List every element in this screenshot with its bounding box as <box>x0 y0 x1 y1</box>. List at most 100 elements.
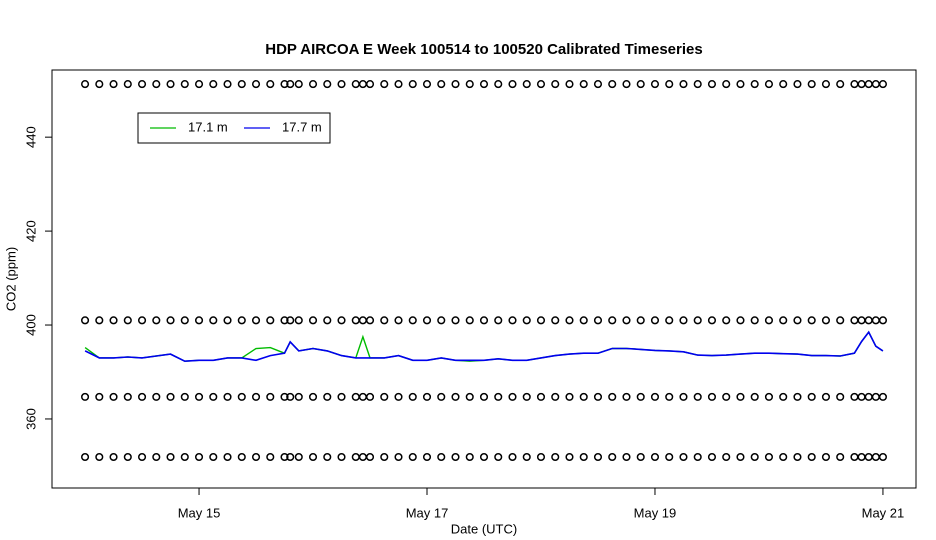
reference-point <box>337 392 346 401</box>
reference-point <box>180 316 189 325</box>
reference-point <box>109 316 118 325</box>
reference-point <box>722 80 731 89</box>
reference-point <box>878 392 887 401</box>
y-tick-label: 400 <box>23 314 38 336</box>
reference-point <box>180 80 189 89</box>
reference-point <box>878 452 887 462</box>
reference-point <box>722 452 731 462</box>
reference-point <box>123 392 132 401</box>
reference-point <box>565 80 574 89</box>
reference-point <box>536 452 546 462</box>
reference-point <box>736 392 745 401</box>
reference-point <box>722 316 731 325</box>
reference-point <box>152 316 161 325</box>
reference-point <box>394 452 403 462</box>
reference-point <box>779 452 788 462</box>
reference-point <box>286 392 295 401</box>
y-tick-label: 360 <box>23 408 38 430</box>
reference-point <box>622 316 631 325</box>
reference-point <box>707 80 717 89</box>
reference-point <box>286 80 295 89</box>
reference-point <box>608 316 617 325</box>
reference-point <box>308 392 318 401</box>
reference-point <box>650 392 660 401</box>
reference-point <box>736 80 745 89</box>
reference-point <box>764 316 774 325</box>
reference-point <box>722 392 731 401</box>
reference-point <box>593 316 603 325</box>
reference-point <box>365 80 375 89</box>
y-tick-label: 440 <box>23 126 38 148</box>
reference-point <box>636 452 645 462</box>
reference-point <box>622 392 631 401</box>
reference-point <box>365 316 375 325</box>
reference-point <box>451 452 460 462</box>
reference-point <box>166 80 175 89</box>
reference-point <box>636 80 645 89</box>
reference-point <box>81 392 90 401</box>
reference-point <box>209 452 218 462</box>
x-tick-label: May 17 <box>406 505 449 520</box>
reference-point <box>878 80 887 89</box>
reference-point <box>565 392 574 401</box>
reference-point <box>280 452 289 462</box>
reference-point <box>81 316 90 325</box>
reference-point <box>437 452 446 462</box>
reference-point <box>323 80 332 89</box>
reference-point <box>237 316 246 325</box>
reference-point <box>451 80 460 89</box>
reference-point <box>451 316 460 325</box>
reference-point <box>494 392 503 401</box>
reference-point <box>251 392 261 401</box>
reference-point <box>494 316 503 325</box>
reference-point <box>764 392 774 401</box>
reference-point <box>750 80 759 89</box>
reference-point <box>308 452 318 462</box>
reference-point <box>394 392 403 401</box>
reference-point <box>280 80 289 89</box>
reference-point <box>736 452 745 462</box>
reference-point <box>764 452 774 462</box>
reference-point <box>508 316 517 325</box>
reference-point <box>323 316 332 325</box>
reference-point <box>337 80 346 89</box>
reference-point <box>821 80 831 89</box>
reference-point <box>465 452 474 462</box>
reference-point <box>750 452 759 462</box>
reference-point <box>408 392 417 401</box>
reference-point <box>565 452 574 462</box>
reference-point <box>650 80 660 89</box>
reference-point <box>266 80 275 89</box>
reference-point <box>750 316 759 325</box>
reference-point <box>365 392 375 401</box>
reference-point <box>878 316 887 325</box>
reference-point <box>593 80 603 89</box>
reference-point <box>280 392 289 401</box>
reference-point <box>95 80 104 89</box>
reference-point <box>422 452 432 462</box>
reference-point <box>180 452 189 462</box>
reference-point <box>779 80 788 89</box>
reference-point <box>294 80 303 89</box>
reference-point <box>693 80 702 89</box>
reference-point <box>237 452 246 462</box>
reference-point <box>608 392 617 401</box>
reference-point <box>551 80 560 89</box>
reference-point <box>807 316 816 325</box>
reference-point <box>422 80 432 89</box>
reference-point <box>465 392 474 401</box>
reference-point <box>636 316 645 325</box>
reference-point <box>266 452 275 462</box>
reference-point <box>223 452 232 462</box>
reference-point <box>323 392 332 401</box>
reference-point <box>337 452 346 462</box>
reference-point <box>422 392 432 401</box>
reference-point <box>793 392 802 401</box>
reference-point <box>508 452 517 462</box>
reference-point <box>337 316 346 325</box>
y-axis-label: CO2 (ppm) <box>3 247 18 311</box>
reference-point <box>522 452 531 462</box>
reference-point <box>152 80 161 89</box>
reference-point <box>679 452 688 462</box>
